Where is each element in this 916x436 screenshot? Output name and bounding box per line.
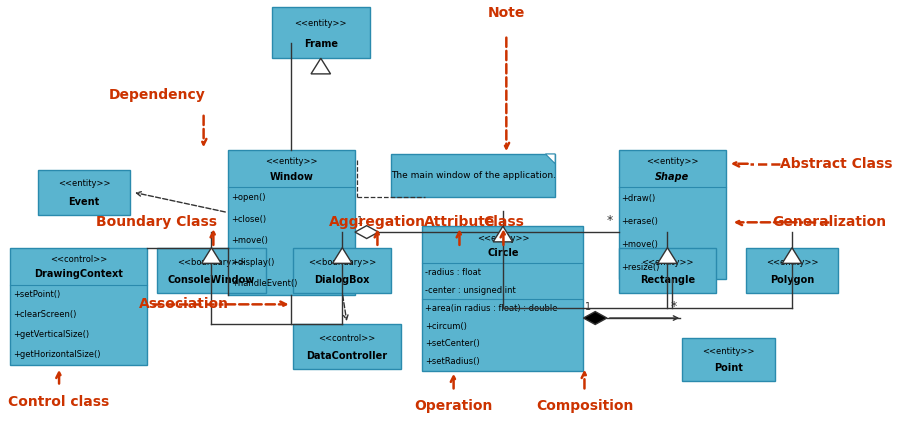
Text: <<entity>>: <<entity>> (58, 180, 110, 188)
FancyBboxPatch shape (422, 226, 583, 371)
Text: -center : unsigned int: -center : unsigned int (425, 286, 516, 295)
FancyBboxPatch shape (391, 154, 555, 197)
Text: +display(): +display() (231, 258, 274, 267)
Text: Shape: Shape (655, 172, 690, 182)
Text: <<boundary>>: <<boundary>> (178, 258, 245, 266)
Text: <<entity>>: <<entity>> (266, 157, 318, 167)
Text: +handleEvent(): +handleEvent() (231, 279, 298, 288)
Text: 1: 1 (357, 216, 363, 226)
Text: <<boundary>>: <<boundary>> (308, 258, 376, 266)
Text: Abstract Class: Abstract Class (780, 157, 892, 171)
Text: +setRadius(): +setRadius() (425, 358, 480, 366)
Text: +getHorizontalSize(): +getHorizontalSize() (13, 351, 101, 359)
Text: *: * (671, 300, 677, 313)
Text: Frame: Frame (304, 39, 338, 49)
Text: Note: Note (487, 7, 525, 20)
Text: Circle: Circle (487, 248, 518, 258)
FancyBboxPatch shape (618, 150, 726, 279)
Polygon shape (333, 248, 352, 263)
Polygon shape (493, 226, 513, 242)
Text: Boundary Class: Boundary Class (96, 215, 217, 229)
Text: Composition: Composition (536, 399, 633, 413)
Text: +close(): +close() (231, 215, 266, 224)
Text: +move(): +move() (622, 240, 659, 249)
Text: <<control>>: <<control>> (50, 255, 107, 264)
Text: +setPoint(): +setPoint() (13, 290, 60, 300)
Polygon shape (583, 312, 607, 324)
Text: DrawingContext: DrawingContext (34, 269, 123, 279)
FancyBboxPatch shape (618, 248, 716, 293)
Text: +clearScreen(): +clearScreen() (13, 310, 77, 319)
Polygon shape (545, 154, 555, 164)
FancyBboxPatch shape (157, 248, 267, 293)
Polygon shape (202, 248, 221, 263)
Text: <<entity>>: <<entity>> (476, 234, 529, 242)
Text: Operation: Operation (414, 399, 493, 413)
Text: Polygon: Polygon (769, 275, 814, 285)
Polygon shape (782, 248, 802, 263)
FancyBboxPatch shape (746, 248, 838, 293)
FancyBboxPatch shape (228, 150, 355, 295)
FancyBboxPatch shape (272, 7, 370, 58)
FancyBboxPatch shape (38, 170, 130, 215)
Text: <<entity>>: <<entity>> (641, 258, 693, 266)
FancyBboxPatch shape (682, 337, 775, 381)
Text: Window: Window (269, 172, 313, 182)
FancyBboxPatch shape (293, 324, 401, 369)
Text: ConsoleWindow: ConsoleWindow (168, 275, 255, 285)
Text: +open(): +open() (231, 194, 266, 202)
Text: Rectangle: Rectangle (640, 275, 695, 285)
Text: <<control>>: <<control>> (319, 334, 376, 343)
FancyBboxPatch shape (293, 248, 391, 293)
Text: Aggregation: Aggregation (329, 215, 426, 229)
Text: +move(): +move() (231, 236, 267, 245)
Text: Event: Event (69, 197, 100, 207)
Polygon shape (355, 226, 378, 238)
Text: -radius : float: -radius : float (425, 268, 481, 277)
Text: Dependency: Dependency (108, 89, 205, 102)
Polygon shape (658, 248, 677, 263)
Text: +area(in radius : float) : double: +area(in radius : float) : double (425, 303, 558, 313)
Text: <<entity>>: <<entity>> (703, 347, 755, 356)
Polygon shape (311, 58, 331, 74)
Text: Association: Association (139, 297, 229, 311)
Text: The main window of the application.: The main window of the application. (390, 171, 556, 180)
Text: Class: Class (483, 215, 524, 229)
Text: Generalization: Generalization (772, 215, 886, 229)
Text: +draw(): +draw() (622, 194, 656, 203)
Text: 1: 1 (585, 302, 592, 312)
Text: Attribute: Attribute (424, 215, 496, 229)
Text: Control class: Control class (8, 395, 110, 409)
Text: <<entity>>: <<entity>> (295, 19, 347, 28)
Text: DialogBox: DialogBox (314, 275, 370, 285)
Text: +resize(): +resize() (622, 263, 660, 272)
FancyBboxPatch shape (10, 248, 147, 365)
Text: Point: Point (714, 364, 743, 374)
Text: +erase(): +erase() (622, 217, 659, 226)
Text: *: * (607, 214, 613, 227)
Text: <<entity>>: <<entity>> (646, 157, 699, 167)
Text: +getVerticalSize(): +getVerticalSize() (13, 330, 89, 339)
Text: +circum(): +circum() (425, 321, 467, 330)
Text: <<entity>>: <<entity>> (766, 258, 818, 266)
Text: +setCenter(): +setCenter() (425, 339, 480, 348)
Text: DataController: DataController (307, 351, 387, 361)
